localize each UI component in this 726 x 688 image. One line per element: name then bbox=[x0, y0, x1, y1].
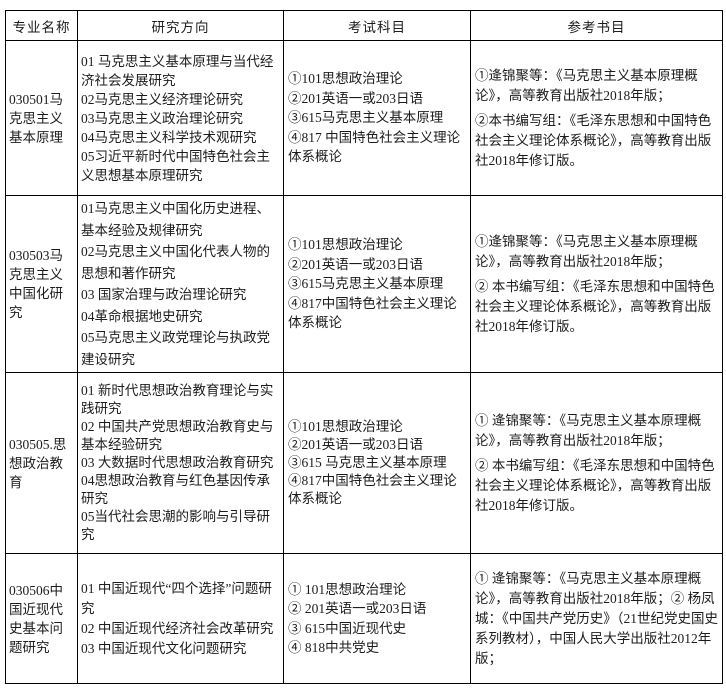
subject-item: ③ 615中国近现代史 bbox=[288, 620, 407, 636]
research-directions-cell: 01 新时代思想政治教育理论与实践研究 02 中国共产党思想政治教育史与基本经验研… bbox=[77, 372, 284, 554]
subject-item: ②201英语一或203日语 bbox=[288, 90, 423, 106]
major-name-cell: 030505.思想政治教育 bbox=[5, 372, 78, 554]
reference-entry: ①逄锦聚等：《马克思主义基本原理概论》，高等教育出版社2018年版； bbox=[475, 233, 698, 269]
direction-item: 03马克思主义政治理论研究 bbox=[81, 110, 243, 126]
major-name-cell: 030506中国近现代史基本问题研究 bbox=[5, 553, 78, 684]
subject-item: ②201英语一或203日语 bbox=[288, 437, 423, 452]
exam-subjects-cell: ①101思想政治理论 ②201英语一或203日语 ③615马克思主义基本原理 ④817… bbox=[283, 40, 471, 196]
subject-item: ④817中国特色社会主义理论体系概论 bbox=[288, 295, 457, 331]
header-exam-subjects: 考试科目 bbox=[283, 10, 471, 41]
header-major-name: 专业名称 bbox=[5, 10, 78, 41]
direction-item: 04马克思主义科学技术观研究 bbox=[81, 129, 257, 145]
subject-item: ①101思想政治理论 bbox=[288, 237, 403, 253]
direction-item: 03 中国近现代文化问题研究 bbox=[81, 640, 247, 656]
subject-item: ① 101思想政治理论 bbox=[288, 581, 407, 597]
table-row: 030501马克思主义基本原理 01 马克思主义基本原理与当代经济社会发展研究 0… bbox=[5, 40, 723, 196]
reference-entry: ① 逄锦聚等：《马克思主义基本原理概论》，高等教育出版社2018年版； bbox=[475, 412, 702, 448]
major-name-cell: 030503马克思主义中国化研究 bbox=[5, 195, 78, 373]
direction-item: 05马克思主义政党理论与执政党建设研究 bbox=[81, 330, 270, 367]
header-row: 专业名称 研究方向 考试科目 参考书目 bbox=[5, 10, 723, 41]
subject-item: ③615马克思主义基本原理 bbox=[288, 110, 444, 126]
reference-books-cell: ①逄锦聚等：《马克思主义基本原理概论》，高等教育出版社2018年版； ② 本书编写… bbox=[470, 195, 723, 373]
reference-entry: ② 本书编写组：《毛泽东思想和中国特色社会主义理论体系概论》，高等教育出版社20… bbox=[475, 457, 715, 513]
research-directions-cell: 01 马克思主义基本原理与当代经济社会发展研究 02马克思主义经济理论研究 03马克… bbox=[77, 40, 284, 196]
direction-item: 03 大数据时代思想政治教育研究 bbox=[81, 455, 274, 470]
table-row: 030506中国近现代史基本问题研究 01 中国近现代“四个选择”问题研究 02 … bbox=[5, 553, 723, 684]
reference-entry: ① 逄锦聚等：《马克思主义基本原理概论》，高等教育出版社2018年版；② 杨凤城… bbox=[475, 570, 718, 666]
direction-item: 01 新时代思想政治教育理论与实践研究 bbox=[81, 383, 274, 416]
exam-subjects-cell: ①101思想政治理论 ②201英语一或203日语 ③615 马克思主义基本原理 ④81… bbox=[283, 372, 471, 554]
exam-subjects-cell: ①101思想政治理论 ②201英语一或203日语 ③615马克思主义基本原理 ④817… bbox=[283, 195, 471, 373]
subject-item: ①101思想政治理论 bbox=[288, 419, 403, 434]
admissions-table: 专业名称 研究方向 考试科目 参考书目 030501马克思主义基本原理 01 马… bbox=[5, 10, 723, 684]
direction-item: 02马克思主义中国化代表人物的思想和著作研究 bbox=[81, 244, 270, 281]
reference-books-cell: ①逄锦聚等：《马克思主义基本原理概论》，高等教育出版社2018年版； ②本书编写组… bbox=[470, 40, 723, 196]
table-row: 030503马克思主义中国化研究 01马克思主义中国化历史进程、基本经验及规律研… bbox=[5, 195, 723, 373]
direction-item: 03 国家治理与政治理论研究 bbox=[81, 287, 247, 302]
subject-item: ③615马克思主义基本原理 bbox=[288, 276, 444, 292]
reference-entry: ② 本书编写组：《毛泽东思想和中国特色社会主义理论体系概论》，高等教育出版社20… bbox=[475, 278, 715, 334]
direction-item: 05当代社会思潮的影响与引导研究 bbox=[81, 509, 270, 542]
subject-item: ①101思想政治理论 bbox=[288, 71, 403, 87]
reference-books-cell: ① 逄锦聚等：《马克思主义基本原理概论》，高等教育出版社2018年版； ② 本书编… bbox=[470, 372, 723, 554]
exam-subjects-cell: ① 101思想政治理论 ② 201英语一或203日语 ③ 615中国近现代史 ④ 81… bbox=[283, 553, 471, 684]
subject-item: ④817中国特色社会主义理论体系概论 bbox=[288, 473, 457, 506]
subject-item: ④ 818中共党史 bbox=[288, 640, 380, 655]
direction-item: 04思想政治教育与红色基因传承研究 bbox=[81, 473, 270, 506]
direction-item: 01 马克思主义基本原理与当代经济社会发展研究 bbox=[81, 53, 274, 88]
direction-item: 02马克思主义经济理论研究 bbox=[81, 91, 243, 107]
reference-books-cell: ① 逄锦聚等：《马克思主义基本原理概论》，高等教育出版社2018年版；② 杨凤城… bbox=[470, 553, 723, 684]
subject-item: ② 201英语一或203日语 bbox=[288, 601, 427, 616]
header-reference-books: 参考书目 bbox=[470, 10, 723, 41]
subject-item: ④817 中国特色社会主义理论体系概论 bbox=[288, 129, 461, 165]
research-directions-cell: 01马克思主义中国化历史进程、基本经验及规律研究 02马克思主义中国化代表人物的思… bbox=[77, 195, 284, 373]
header-research-directions: 研究方向 bbox=[77, 10, 284, 41]
direction-item: 02 中国近现代经济社会改革研究 bbox=[81, 620, 274, 636]
subject-item: ③615 马克思主义基本原理 bbox=[288, 455, 447, 470]
direction-item: 05习近平新时代中国特色社会主义思想基本原理研究 bbox=[81, 148, 270, 183]
direction-item: 04革命根据地史研究 bbox=[81, 308, 203, 324]
research-directions-cell: 01 中国近现代“四个选择”问题研究 02 中国近现代经济社会改革研究 03 中国近… bbox=[77, 553, 284, 684]
table-row: 030505.思想政治教育 01 新时代思想政治教育理论与实践研究 02 中国共产… bbox=[5, 372, 723, 554]
reference-entry: ①逄锦聚等：《马克思主义基本原理概论》，高等教育出版社2018年版； bbox=[475, 67, 698, 103]
major-name-cell: 030501马克思主义基本原理 bbox=[5, 40, 78, 196]
reference-entry: ②本书编写组：《毛泽东思想和中国特色社会主义理论体系概论》，高等教育出版社201… bbox=[475, 112, 712, 168]
direction-item: 01 中国近现代“四个选择”问题研究 bbox=[81, 580, 272, 616]
subject-item: ②201英语一或203日语 bbox=[288, 256, 423, 272]
direction-item: 02 中国共产党思想政治教育史与基本经验研究 bbox=[81, 419, 274, 452]
direction-item: 01马克思主义中国化历史进程、基本经验及规律研究 bbox=[81, 201, 270, 238]
